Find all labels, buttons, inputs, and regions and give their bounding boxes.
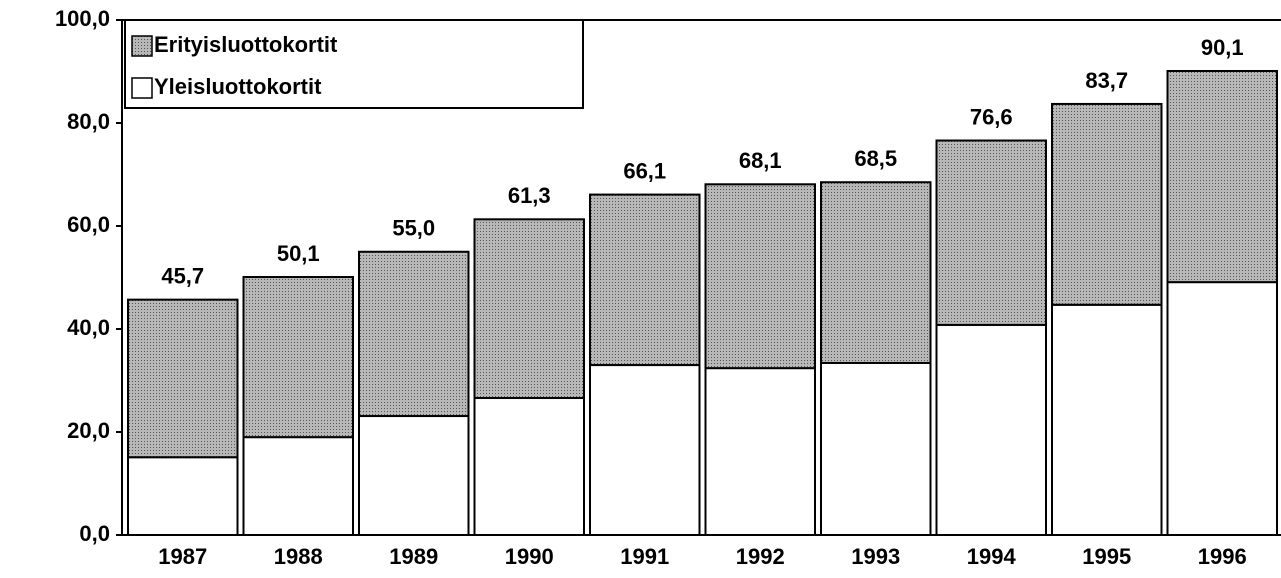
bar-segment (1166, 281, 1278, 537)
x-tick-label: 1994 (967, 544, 1017, 569)
x-tick-label: 1995 (1082, 544, 1131, 569)
y-tick-label: 100,0 (55, 6, 110, 31)
total-label: 90,1 (1201, 35, 1244, 60)
x-tick-label: 1989 (389, 544, 438, 569)
legend-label: Yleisluottokortit (154, 74, 322, 99)
total-label: 45,7 (161, 263, 204, 288)
bar-segment (127, 456, 239, 536)
x-tick-label: 1990 (505, 544, 554, 569)
total-label: 55,0 (392, 216, 435, 241)
bar-segment (589, 364, 701, 536)
x-tick-label: 1991 (620, 544, 669, 569)
legend-swatch (131, 77, 153, 99)
bar-segment (473, 218, 585, 400)
legend-swatch (131, 35, 153, 57)
bar-segment (704, 367, 816, 537)
total-label: 68,5 (854, 146, 897, 171)
y-tick-label: 40,0 (67, 315, 110, 340)
y-tick-label: 20,0 (67, 418, 110, 443)
bar-segment (935, 323, 1047, 536)
bar-segment (1051, 102, 1163, 306)
bar-segment (242, 436, 354, 536)
bar-segment (358, 415, 470, 536)
y-tick-label: 0,0 (79, 521, 110, 546)
x-tick-label: 1993 (851, 544, 900, 569)
x-tick-label: 1987 (158, 544, 207, 569)
legend-box (124, 19, 584, 109)
bar-segment (820, 361, 932, 536)
x-tick-label: 1988 (274, 544, 323, 569)
bar-segment (589, 193, 701, 367)
total-label: 76,6 (970, 104, 1013, 129)
y-tick-label: 80,0 (67, 109, 110, 134)
bar-segment (358, 250, 470, 418)
bar-segment (820, 181, 932, 364)
bar-segment (1166, 69, 1278, 284)
total-label: 50,1 (277, 241, 320, 266)
total-label: 66,1 (623, 158, 666, 183)
bar-segment (127, 298, 239, 459)
total-label: 68,1 (739, 148, 782, 173)
legend-label: Erityisluottokortit (154, 32, 338, 57)
bar-segment (473, 397, 585, 537)
bar-segment (704, 183, 816, 370)
x-tick-label: 1992 (736, 544, 785, 569)
y-tick-label: 60,0 (67, 212, 110, 237)
bar-segment (242, 275, 354, 439)
bar-segment (935, 139, 1047, 326)
bar-segment (1051, 303, 1163, 537)
total-label: 61,3 (508, 183, 551, 208)
total-label: 83,7 (1085, 68, 1128, 93)
x-tick-label: 1996 (1198, 544, 1247, 569)
